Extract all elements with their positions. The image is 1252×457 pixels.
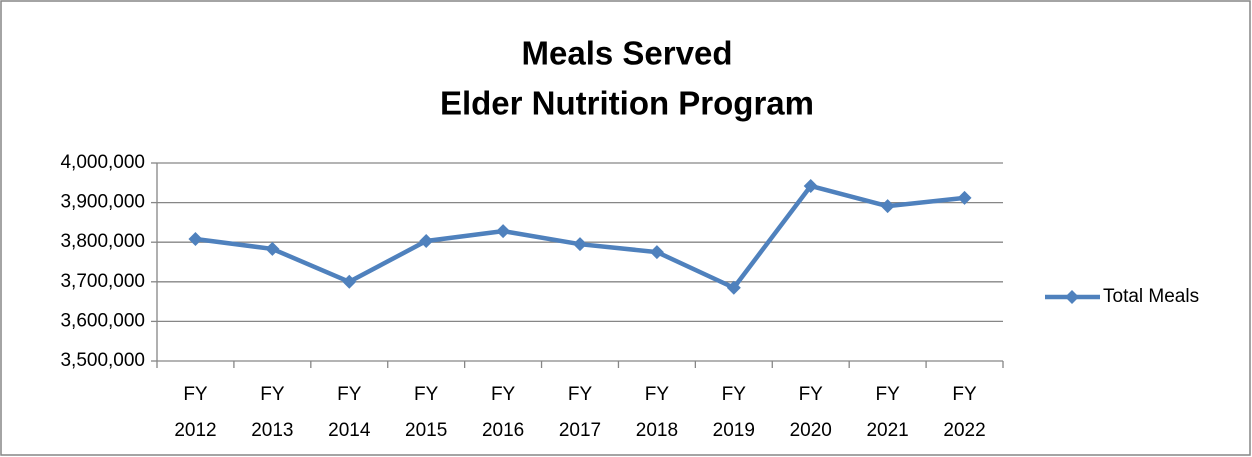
data-point [649, 245, 664, 260]
y-tick-label: 3,900,000 [60, 192, 145, 213]
x-tick-label: FY 2020 [790, 384, 832, 441]
x-tick-label: FY 2019 [713, 384, 755, 441]
x-tick-label: FY 2015 [405, 384, 447, 441]
data-point [265, 241, 280, 256]
x-tick-label: FY 2012 [174, 384, 216, 441]
data-point [188, 232, 203, 247]
y-tick-label: 3,600,000 [60, 310, 145, 331]
x-tick-label: FY 2021 [866, 384, 908, 441]
data-point [880, 199, 895, 214]
x-tick-label: FY 2018 [636, 384, 678, 441]
data-point [803, 178, 818, 193]
y-tick-label: 3,800,000 [60, 231, 145, 252]
x-tick-label: FY 2014 [328, 384, 371, 441]
data-point [573, 237, 587, 252]
data-point [957, 190, 972, 205]
data-point [726, 280, 741, 295]
x-tick-label: FY 2017 [559, 384, 601, 441]
chart-subtitle: Elder Nutrition Program [440, 85, 814, 122]
data-point [342, 274, 357, 289]
legend-label: Total Meals [1103, 286, 1199, 307]
x-tick-label: FY 2016 [482, 384, 524, 441]
legend-marker [1065, 290, 1079, 304]
y-tick-label: 3,700,000 [60, 271, 145, 292]
data-point [496, 224, 511, 239]
data-point [419, 234, 434, 249]
x-tick-label: FY 2013 [251, 384, 293, 441]
x-tick-label: FY 2022 [943, 384, 985, 441]
y-tick-label: 3,500,000 [60, 350, 145, 371]
chart-title: Meals Served [522, 35, 733, 72]
y-tick-label: 4,000,000 [60, 152, 145, 173]
